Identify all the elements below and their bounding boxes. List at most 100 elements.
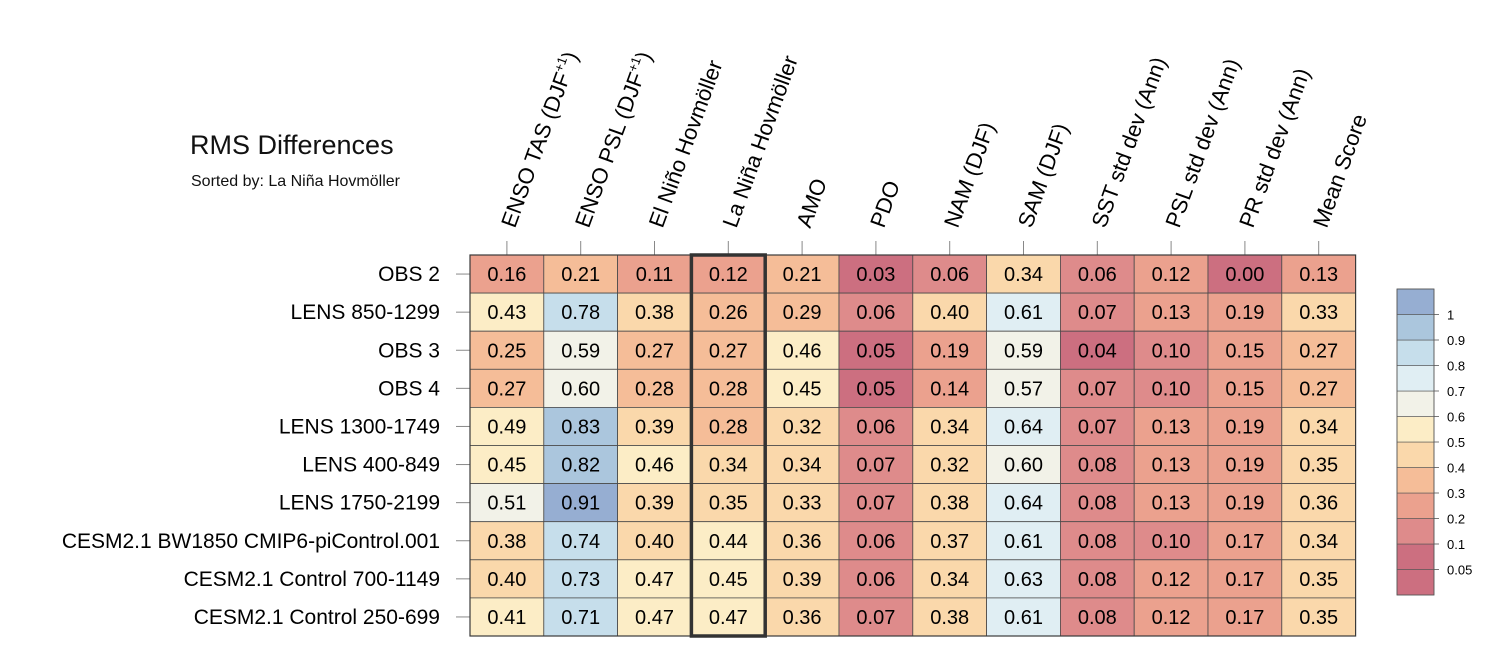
cell-value: 0.34 xyxy=(1299,531,1338,553)
cell-value: 0.27 xyxy=(635,340,674,362)
cell-value: 0.40 xyxy=(930,302,969,324)
cell-value: 0.08 xyxy=(1078,493,1117,515)
cell-value: 0.08 xyxy=(1078,455,1117,477)
heatmap-cell xyxy=(764,445,840,484)
cell-value: 0.12 xyxy=(1152,264,1191,286)
cell-value: 0.27 xyxy=(709,340,748,362)
colorbar-segment xyxy=(1396,339,1435,366)
cell-value: 0.45 xyxy=(487,455,526,477)
heatmap-cell xyxy=(469,445,545,484)
cell-value: 0.35 xyxy=(1299,455,1338,477)
cell-value: 0.61 xyxy=(1004,302,1043,324)
cell-value: 0.03 xyxy=(856,264,895,286)
cell-value: 0.74 xyxy=(561,531,600,553)
cell-value: 0.47 xyxy=(635,569,674,591)
heatmap-cell xyxy=(1281,445,1357,484)
cell-value: 0.27 xyxy=(1299,378,1338,400)
cell-value: 0.64 xyxy=(1004,416,1043,438)
cell-value: 0.37 xyxy=(930,531,969,553)
row-label: OBS 2 xyxy=(378,263,440,286)
cell-value: 0.44 xyxy=(709,531,748,553)
cell-value: 0.34 xyxy=(930,569,969,591)
heatmap-cell xyxy=(1133,254,1209,294)
heatmap-cell xyxy=(986,254,1061,294)
colorbar-tick-label: 0.8 xyxy=(1447,359,1465,374)
cell-value: 0.34 xyxy=(1004,264,1043,286)
heatmap-cell xyxy=(1133,330,1209,370)
cell-value: 0.46 xyxy=(635,455,674,477)
heatmap-cell xyxy=(691,597,766,637)
cell-value: 0.07 xyxy=(856,607,895,629)
column-label-text: ENSO TAS (DJF xyxy=(496,69,575,231)
cell-value: 0.28 xyxy=(635,378,674,400)
cell-value: 0.08 xyxy=(1078,607,1117,629)
heatmap-cell xyxy=(1207,406,1283,446)
cell-value: 0.73 xyxy=(561,569,600,591)
heatmap-cell xyxy=(912,254,987,294)
cell-value: 0.45 xyxy=(709,569,748,591)
cell-value: 0.21 xyxy=(783,264,822,286)
cell-value: 0.29 xyxy=(783,302,822,324)
colorbar-legend: 0.05 0.1 0.2 0.3 0.4 0.5 0.6 0.7 0.8 0.9 1 xyxy=(1396,288,1472,596)
cell-value: 0.40 xyxy=(487,569,526,591)
column-label: SST std dev (Ann) xyxy=(1087,54,1172,231)
cell-value: 0.16 xyxy=(487,264,526,286)
heatmap-cell xyxy=(1281,368,1357,408)
colorbar-tick-label: 0.9 xyxy=(1447,333,1465,348)
heatmap-cell xyxy=(469,330,545,370)
heatmap-cell xyxy=(838,406,914,446)
cell-value: 0.43 xyxy=(487,302,526,324)
heatmap-cell xyxy=(1133,597,1209,637)
heatmap-cell xyxy=(764,521,840,561)
cell-value: 0.60 xyxy=(1004,455,1043,477)
heatmap-cell xyxy=(986,330,1061,370)
cell-value: 0.26 xyxy=(709,302,748,324)
cell-value: 0.08 xyxy=(1078,531,1117,553)
heatmap-cell xyxy=(543,597,618,637)
heatmap-cell xyxy=(912,406,987,446)
cell-value: 0.91 xyxy=(561,493,600,515)
cell-value: 0.07 xyxy=(1078,378,1117,400)
heatmap-cell xyxy=(986,597,1061,637)
row-labels: OBS 2 LENS 850-1299 OBS 3 OBS 4 LENS 1300-17… xyxy=(62,263,470,629)
heatmap-cell xyxy=(543,292,618,332)
cell-value: 0.33 xyxy=(783,493,822,515)
cell-value: 0.38 xyxy=(930,493,969,515)
cell-value: 0.17 xyxy=(1225,569,1264,591)
cell-value: 0.35 xyxy=(1299,607,1338,629)
row-label: CESM2.1 Control 700-1149 xyxy=(184,568,440,591)
heatmap-cell xyxy=(691,483,766,523)
cell-value: 0.39 xyxy=(635,493,674,515)
colorbar-segment xyxy=(1396,365,1435,392)
cell-value: 0.38 xyxy=(487,531,526,553)
cell-value: 0.33 xyxy=(1299,302,1338,324)
cell-value: 0.45 xyxy=(783,378,822,400)
cell-value: 0.51 xyxy=(487,493,526,515)
cell-value: 0.78 xyxy=(561,302,600,324)
heatmap-cell xyxy=(986,483,1061,523)
cell-value: 0.06 xyxy=(1078,264,1117,286)
cell-value: 0.34 xyxy=(783,455,822,477)
column-label: PSL std dev (Ann) xyxy=(1160,55,1244,231)
cell-value: 0.35 xyxy=(1299,569,1338,591)
column-label: Mean Score xyxy=(1308,111,1372,231)
column-label: PR std dev (Ann) xyxy=(1234,65,1315,231)
heatmap-cell xyxy=(912,483,987,523)
column-label-text: El Niño Hovmöller xyxy=(644,57,728,231)
cell-value: 0.59 xyxy=(561,340,600,362)
colorbar-tick-label: 0.5 xyxy=(1447,435,1465,450)
cell-value: 0.28 xyxy=(709,416,748,438)
heatmap-cell xyxy=(912,597,987,637)
heatmap-cell xyxy=(469,521,545,561)
cell-value: 0.13 xyxy=(1152,302,1191,324)
cell-value: 0.71 xyxy=(561,607,600,629)
cell-value: 0.19 xyxy=(1225,416,1264,438)
colorbar-tick-label: 0.7 xyxy=(1447,384,1465,399)
colorbar-segment xyxy=(1396,569,1435,596)
column-label: ENSO PSL (DJF+1) xyxy=(569,48,657,231)
heatmap-cell xyxy=(617,330,692,370)
heatmap-cell xyxy=(469,254,545,294)
cell-value: 0.00 xyxy=(1225,264,1264,286)
colorbar-tick-label: 0.4 xyxy=(1447,461,1465,476)
colorbar-segment xyxy=(1396,518,1435,545)
